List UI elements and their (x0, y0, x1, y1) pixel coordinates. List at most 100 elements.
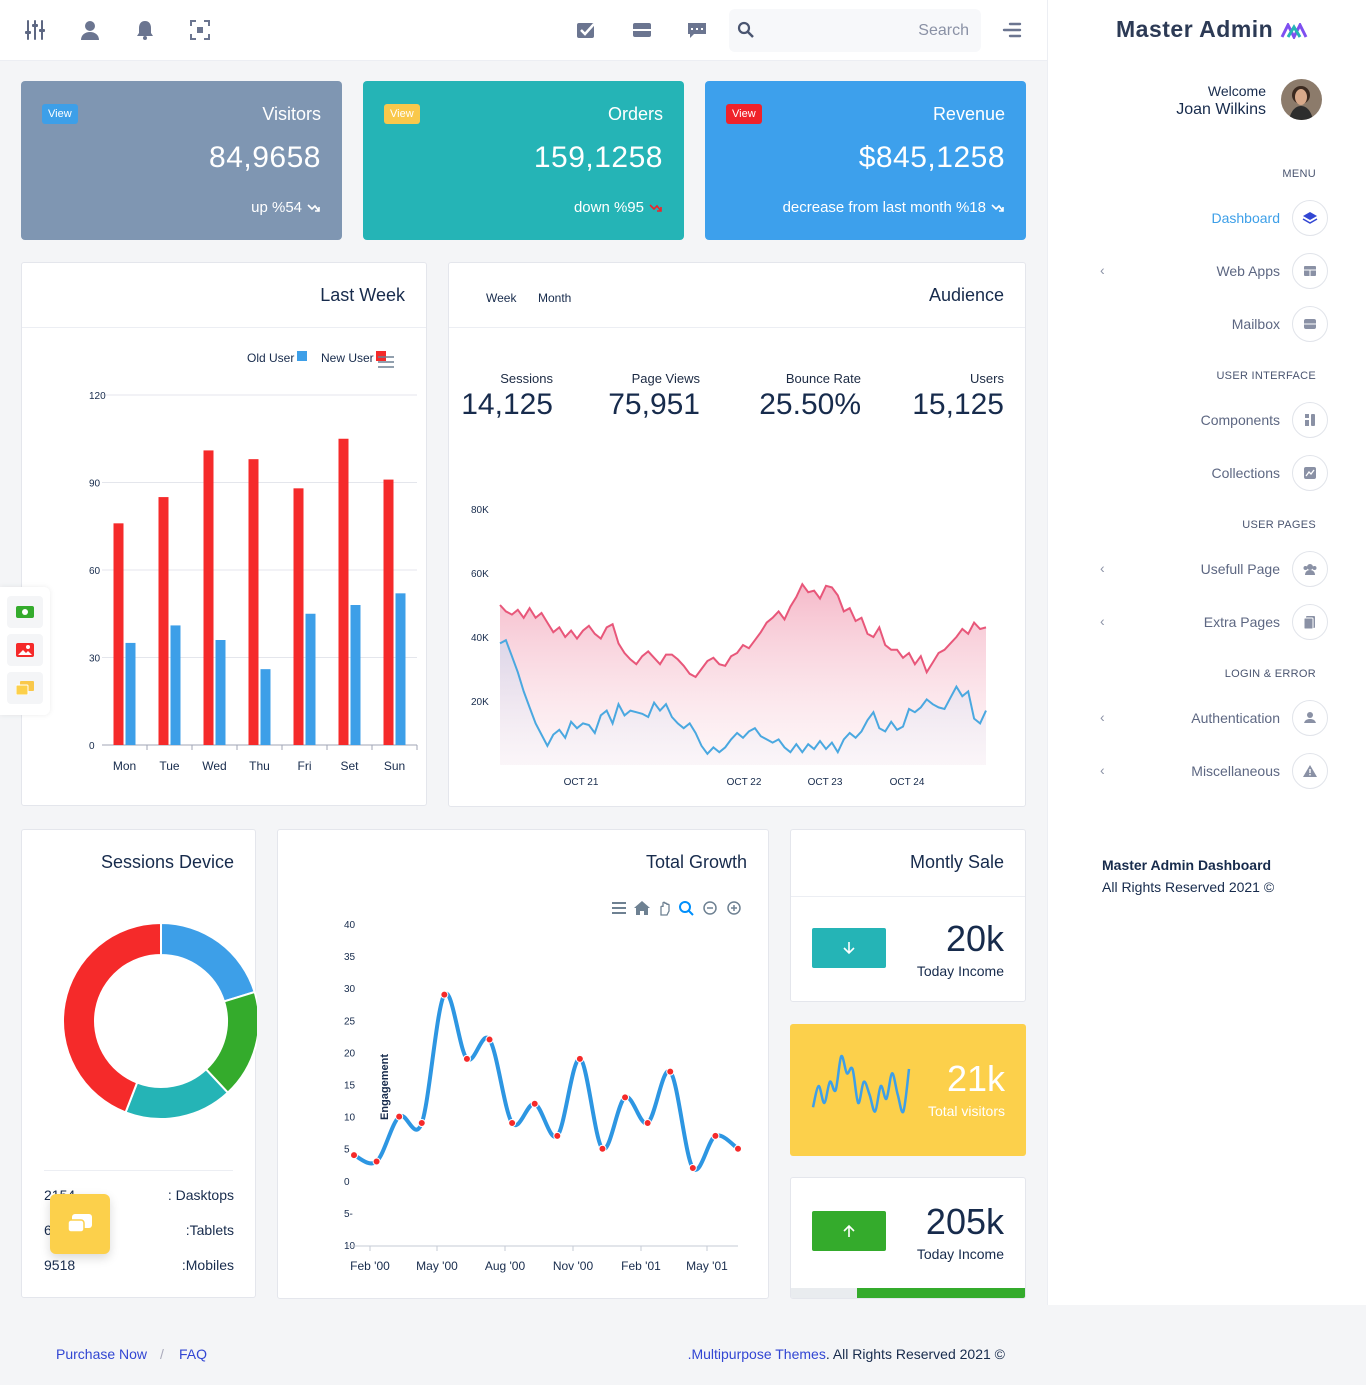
user-name[interactable]: Joan Wilkins (1176, 101, 1266, 118)
money-icon[interactable] (7, 596, 43, 628)
data-point[interactable] (553, 1131, 562, 1140)
bar-new-user[interactable] (203, 450, 214, 745)
sliders-icon[interactable] (21, 16, 49, 44)
menu-icon[interactable] (610, 900, 628, 921)
view-badge[interactable]: View (726, 104, 762, 124)
user-icon[interactable] (76, 16, 104, 44)
sidebar-item-miscellaneous[interactable]: ‹ Miscellaneous (1088, 753, 1328, 789)
sidebar-item-mailbox[interactable]: Mailbox (1088, 306, 1328, 342)
bell-icon[interactable] (131, 16, 159, 44)
avatar[interactable] (1281, 79, 1322, 120)
bar-new-user[interactable] (383, 479, 394, 745)
income-down-button[interactable] (812, 928, 886, 968)
faq-link[interactable]: FAQ (179, 1346, 208, 1362)
search-icon[interactable] (737, 21, 755, 44)
brand-logo[interactable]: Master Admin (1116, 16, 1310, 43)
data-point[interactable] (440, 990, 449, 999)
y-tick-label: 30 (344, 984, 356, 995)
sidebar-item-collections[interactable]: Collections (1088, 455, 1328, 491)
sidebar-item-authentication[interactable]: ‹ Authentication (1088, 700, 1328, 736)
data-point[interactable] (395, 1112, 404, 1121)
bar-new-user[interactable] (338, 438, 349, 745)
sidebar-item-label: Miscellaneous (1191, 763, 1280, 779)
sessions-device-title: Sessions Device (100, 852, 234, 872)
components-icon (1292, 402, 1328, 438)
income-up-button[interactable] (812, 1211, 886, 1251)
bar-old-user[interactable] (350, 605, 361, 745)
home-icon[interactable] (632, 900, 652, 921)
x-tick-label: OCT 21 (564, 777, 599, 788)
data-point[interactable] (508, 1119, 517, 1128)
area-series-line[interactable] (499, 638, 987, 756)
check-square-icon[interactable] (572, 16, 600, 44)
bar-old-user[interactable] (215, 640, 226, 745)
bar-old-user[interactable] (170, 625, 181, 745)
chevron-left-icon[interactable]: ‹ (1100, 709, 1105, 725)
x-tick-label: Feb '00 (350, 1259, 390, 1273)
sidebar-item-dashboard[interactable]: Dashboard (1088, 200, 1328, 236)
chat-float-button[interactable] (50, 1194, 110, 1254)
donut-slice[interactable] (160, 921, 256, 1003)
stat-label: Visitors (262, 104, 321, 124)
sidebar-item-web-apps[interactable]: ‹ Web Apps (1088, 253, 1328, 289)
chevron-left-icon[interactable]: ‹ (1100, 762, 1105, 778)
bar-old-user[interactable] (125, 642, 136, 745)
income-card: 205k Today Income (790, 1177, 1026, 1299)
data-point[interactable] (734, 1144, 742, 1153)
chevron-left-icon[interactable]: ‹ (1100, 613, 1105, 629)
fullscreen-icon[interactable] (186, 16, 214, 44)
multipurpose-themes-link[interactable]: .Multipurpose Themes (687, 1346, 826, 1362)
chat-bubble-icon[interactable] (7, 672, 43, 704)
pan-icon[interactable] (656, 900, 674, 921)
bar-old-user[interactable] (395, 593, 406, 745)
chevron-left-icon[interactable]: ‹ (1100, 560, 1105, 576)
data-point[interactable] (530, 1099, 539, 1108)
data-point[interactable] (643, 1119, 652, 1128)
view-badge[interactable]: View (384, 104, 420, 124)
data-point[interactable] (621, 1093, 630, 1102)
image-icon[interactable] (7, 634, 43, 666)
chart-menu-icon[interactable] (378, 356, 394, 368)
tab-month[interactable]: Month (531, 287, 579, 309)
y-tick-label: 90 (89, 479, 101, 490)
sidebar-item-components[interactable]: Components (1088, 402, 1328, 438)
data-point[interactable] (598, 1144, 607, 1153)
purchase-now-link[interactable]: Purchase Now (56, 1346, 148, 1362)
bar-old-user[interactable] (305, 613, 316, 745)
view-badge[interactable]: View (42, 104, 78, 124)
menu-section-heading: LOGIN & ERROR (1224, 668, 1316, 680)
zoom-in-icon[interactable] (724, 900, 744, 921)
chevron-left-icon[interactable]: ‹ (1100, 262, 1105, 278)
donut-slice[interactable] (124, 1067, 230, 1120)
data-point[interactable] (688, 1163, 697, 1172)
today-income-label: Today Income (916, 963, 1004, 979)
data-point[interactable] (485, 1035, 494, 1044)
visitors-sparkline (811, 1054, 911, 1114)
zoom-icon[interactable] (678, 900, 696, 921)
footer-credit-text: . All Rights Reserved 2021 © (825, 1346, 1005, 1362)
data-point[interactable] (372, 1157, 381, 1166)
bar-new-user[interactable] (293, 488, 304, 745)
tab-week[interactable]: Week (479, 287, 524, 309)
bar-old-user[interactable] (260, 669, 271, 745)
bar-new-user[interactable] (248, 459, 259, 745)
zoom-out-icon[interactable] (700, 900, 720, 921)
data-point[interactable] (462, 1054, 471, 1063)
area-series-line[interactable] (499, 582, 987, 679)
sidebar-item-usefull-page[interactable]: ‹ Usefull Page (1088, 551, 1328, 587)
data-point[interactable] (711, 1131, 720, 1140)
data-point[interactable] (666, 1067, 675, 1076)
data-point[interactable] (417, 1119, 426, 1128)
menu-section-heading: USER INTERFACE (1216, 370, 1316, 382)
sidebar-item-extra-pages[interactable]: ‹ Extra Pages (1088, 604, 1328, 640)
bar-new-user[interactable] (158, 497, 169, 745)
donut-slice[interactable] (62, 921, 162, 1114)
search-input[interactable] (769, 9, 969, 52)
inbox-icon[interactable] (628, 16, 656, 44)
data-point[interactable] (350, 1151, 358, 1160)
bar-new-user[interactable] (113, 523, 124, 745)
hamburger-icon[interactable] (998, 16, 1026, 44)
chat-icon[interactable] (683, 16, 711, 44)
data-point[interactable] (575, 1054, 584, 1063)
growth-line[interactable] (352, 991, 740, 1172)
